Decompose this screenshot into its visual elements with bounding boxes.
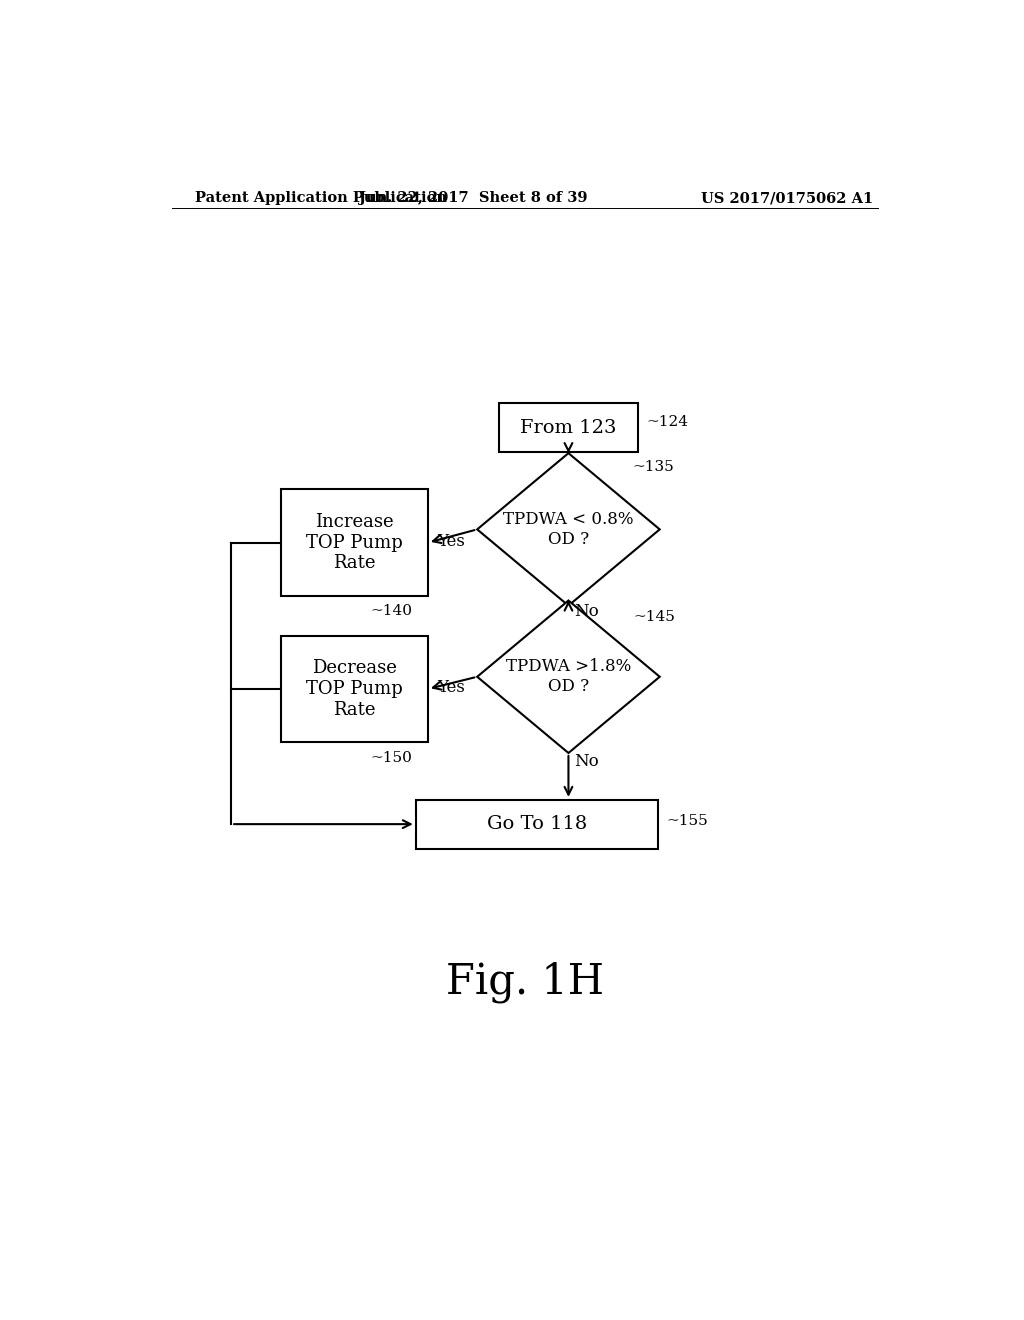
Text: No: No	[574, 603, 599, 620]
Text: ~140: ~140	[370, 603, 412, 618]
Text: TPDWA < 0.8%
OD ?: TPDWA < 0.8% OD ?	[503, 511, 634, 548]
Polygon shape	[477, 601, 659, 752]
Text: Go To 118: Go To 118	[486, 816, 587, 833]
Bar	[281, 490, 428, 595]
Text: Fig. 1H: Fig. 1H	[445, 961, 604, 1003]
Text: US 2017/0175062 A1: US 2017/0175062 A1	[700, 191, 872, 205]
Text: ~145: ~145	[634, 610, 676, 624]
Text: TPDWA >1.8%
OD ?: TPDWA >1.8% OD ?	[506, 659, 631, 696]
Text: Yes: Yes	[437, 533, 465, 550]
Text: Patent Application Publication: Patent Application Publication	[196, 191, 447, 205]
Bar	[416, 800, 657, 849]
Text: ~124: ~124	[646, 414, 688, 429]
Text: ~155: ~155	[666, 814, 708, 828]
Text: Jun. 22, 2017  Sheet 8 of 39: Jun. 22, 2017 Sheet 8 of 39	[359, 191, 588, 205]
Text: From 123: From 123	[520, 418, 616, 437]
Text: Increase
TOP Pump
Rate: Increase TOP Pump Rate	[306, 512, 402, 573]
Text: No: No	[574, 752, 599, 770]
Polygon shape	[477, 453, 659, 606]
Text: ~150: ~150	[370, 751, 412, 766]
Text: Decrease
TOP Pump
Rate: Decrease TOP Pump Rate	[306, 659, 402, 719]
Bar	[281, 636, 428, 742]
Bar	[499, 404, 638, 453]
Text: Yes: Yes	[437, 680, 465, 697]
Text: ~135: ~135	[633, 461, 675, 474]
